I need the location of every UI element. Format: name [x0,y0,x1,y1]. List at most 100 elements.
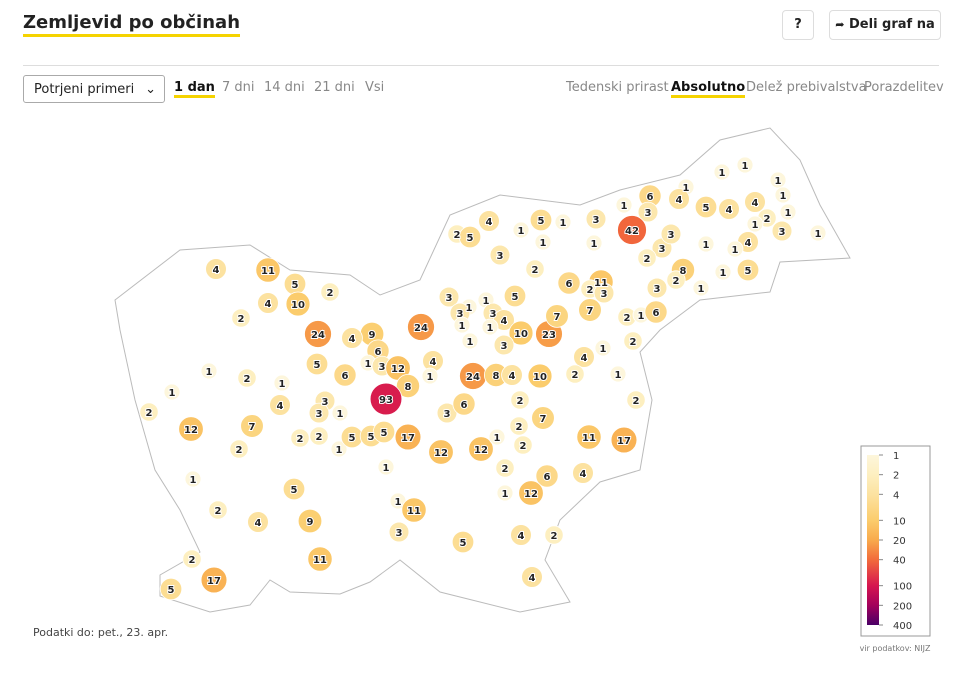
period-tab[interactable]: 21 dni [314,80,355,95]
municipality-label: 2 [454,230,461,241]
municipality-label: 2 [215,506,222,517]
municipality [307,546,333,572]
municipality-label: 5 [368,432,375,443]
municipality-label: 3 [593,215,600,226]
municipality [644,300,668,324]
municipality-label: 2 [673,276,680,287]
municipality-label: 1 [785,208,792,219]
municipality [529,208,553,232]
municipality-label: 2 [644,254,651,265]
municipality-label: 2 [146,408,153,419]
municipality [478,210,500,232]
municipality-label: 4 [255,518,262,529]
municipality [626,390,646,410]
municipality [554,213,572,231]
select[interactable]: Potrjeni primeri ⌄ [23,75,165,103]
municipality-label: 2 [532,265,539,276]
period-tab[interactable]: Vsi [365,80,385,95]
municipality [388,521,410,543]
mode-tab[interactable]: Porazdelitev [864,80,944,95]
period-tab[interactable]: 1 dan [174,80,215,98]
municipality-label: 7 [587,306,594,317]
municipality [333,363,357,387]
municipality-label: 6 [653,308,660,319]
period-tab[interactable]: 7 dni [222,80,255,95]
municipality-label: 2 [316,432,323,443]
municipality [521,566,543,588]
municipality-label: 3 [601,289,608,300]
municipality-label: 17 [401,433,415,444]
municipality-label: 1 [560,218,567,229]
municipality [269,394,291,416]
municipality-label: 1 [279,379,286,390]
municipality-label: 2 [517,396,524,407]
mode-tab[interactable]: Tedenski prirast [566,80,669,95]
municipality-label: 1 [206,367,213,378]
municipality-label: 7 [554,312,561,323]
share-button[interactable]: ➦ Deli graf na [829,10,941,40]
municipality-label: 1 [815,229,822,240]
municipality-label: 3 [316,409,323,420]
municipality-label: 1 [780,191,787,202]
mode-tab[interactable]: Delež prebivalstva [746,80,867,95]
municipality [697,235,715,253]
municipality-label: 2 [516,422,523,433]
municipality [503,284,527,308]
municipality-label: 3 [779,227,786,238]
municipality [488,428,506,446]
municipality [668,188,690,210]
municipality [231,308,251,328]
municipality [610,426,638,454]
municipality-label: 3 [396,528,403,539]
municipality-label: 8 [405,382,412,393]
municipality [769,171,787,189]
municipality [545,304,569,328]
municipality-label: 24 [311,330,325,341]
municipality-label: 8 [493,371,500,382]
municipality [255,257,281,283]
municipality-label: 2 [236,445,243,456]
municipality [407,313,435,341]
municipality [308,402,330,424]
legend-label: 100 [893,582,912,593]
municipality-label: 17 [617,436,631,447]
help-button[interactable]: ? [782,10,814,40]
municipality-label: 1 [703,240,710,251]
municipality [257,292,279,314]
municipality-label: 1 [638,311,645,322]
municipality-label: 5 [703,203,710,214]
municipality [377,458,395,476]
municipality-label: 4 [726,205,733,216]
municipality-label: 42 [625,226,639,237]
municipality-label: 5 [291,485,298,496]
municipality-label: 1 [483,296,490,307]
municipality-label: 1 [494,433,501,444]
municipality-label: 1 [732,245,739,256]
municipality-label: 1 [395,497,402,508]
municipality-label: 6 [566,279,573,290]
municipality-label: 3 [444,409,451,420]
municipality [297,508,323,534]
municipality-label: 5 [168,585,175,596]
municipality-label: 2 [297,434,304,445]
municipality [200,566,228,594]
period-tab[interactable]: 14 dni [264,80,305,95]
municipality [208,500,228,520]
municipality [623,331,643,351]
municipality [461,332,479,350]
municipality-label: 5 [512,292,519,303]
share-label: Deli graf na [849,17,935,32]
municipality-label: 6 [461,400,468,411]
municipality [527,363,553,389]
municipality [660,223,682,245]
mode-tab[interactable]: Absolutno [671,80,746,98]
municipality [572,462,594,484]
municipality [637,201,659,223]
municipality-label: 2 [238,314,245,325]
municipality [565,364,585,384]
municipality [713,163,731,181]
municipality-label: 1 [466,303,473,314]
municipality-label: 24 [414,323,428,334]
municipality-label: 3 [501,341,508,352]
